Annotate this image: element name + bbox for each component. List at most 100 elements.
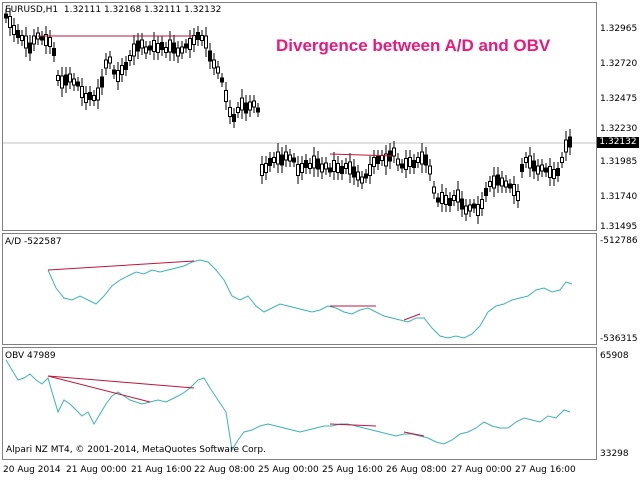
time-axis-label: 22 Aug 08:00 [194,465,255,475]
candle-body [380,155,384,161]
obv-axis-top: 65908 [600,351,629,361]
candle-body [428,165,432,175]
candle-body [288,154,292,162]
candle-body [352,166,356,178]
candle-body [464,205,468,215]
price-axis-label: 1.32475 [600,94,638,104]
candle-body [356,171,360,181]
candle-body [344,163,348,169]
candle-body [52,48,56,56]
candle-body [384,153,388,167]
candle-body [156,43,160,53]
candle-body [536,165,540,175]
candle-body [508,183,512,189]
ad-divergence-line [403,313,421,321]
price-axis-label: 1.32965 [600,24,638,34]
candle-body [492,175,496,189]
candle-body [116,70,120,82]
candle-body [504,180,508,188]
candle-body [80,86,84,98]
candle-body [240,97,244,111]
candle-body [468,204,472,212]
candle-body [164,47,168,53]
candle-body [496,174,500,186]
candle-body [220,77,224,83]
candle-body [168,39,172,53]
candle-body [440,192,444,204]
candle-body [292,157,296,163]
candle-body [28,42,32,54]
candle-body [100,76,104,88]
candle-body [76,81,80,87]
candle-body [332,160,336,172]
obv-title: OBV 47989 [5,351,56,361]
open-value: 1.32111 [63,5,102,15]
time-axis-label: 21 Aug 00:00 [66,465,127,475]
candle-body [196,32,200,40]
price-axis-label: 1.31495 [600,222,638,232]
obv-axis-bottom: 33298 [600,449,629,459]
low-value: 1.32111 [144,5,182,15]
candle-body [252,100,256,108]
candle-body [248,101,252,111]
time-axis-label: 27 Aug 00:00 [451,465,512,475]
candle-body [256,107,260,113]
candle-body [92,95,96,101]
candle-body [452,195,456,201]
candle-body [560,157,564,163]
candle-body [304,160,308,168]
candle-body [348,161,352,175]
candle-body [556,168,560,176]
time-axis-label: 20 Aug 2014 [3,465,61,475]
candle-body [280,154,284,166]
candle-body [524,157,528,163]
candle-body [300,163,304,173]
obv-indicator-pane[interactable] [2,347,597,460]
candle-body [512,184,516,196]
candle-body [44,34,48,46]
candle-body [88,92,92,100]
candle-body [148,45,152,51]
candle-body [472,203,476,209]
candle-body [104,59,108,69]
candle-body [420,151,424,165]
candle-body [564,139,568,153]
candle-body [424,154,428,166]
candle-body [328,167,332,173]
candle-body [56,75,60,81]
candle-body [488,181,492,187]
ad-indicator-pane[interactable] [2,233,597,345]
candle-body [132,43,136,57]
candle-body [336,163,340,173]
candle-body [20,35,24,41]
candle-body [136,40,140,52]
candle-body [484,188,488,196]
ad-title: A/D -522587 [5,237,62,247]
candle-body [212,59,216,69]
candle-body [272,157,276,163]
candle-body [532,160,536,172]
candle-body [236,107,240,113]
candle-body [308,163,312,169]
candle-body [376,156,380,164]
candle-body [108,56,112,64]
candle-body [128,55,132,61]
price-axis-label: 1.32720 [600,59,638,69]
candle-body [364,173,368,179]
candle-body [176,47,180,57]
candle-body [124,62,128,70]
divergence-annotation: Divergence between A/D and OBV [276,36,551,55]
candle-body [456,189,460,203]
candle-body [96,87,100,101]
candle-body [72,78,76,86]
time-axis-label: 25 Aug 16:00 [322,465,383,475]
ad-line [47,259,573,339]
candle-body [192,35,196,45]
obv-line [5,359,571,452]
current-price-tag: 1.32132 [597,137,639,148]
symbol-label: EURUSD,H1 [5,5,59,15]
candle-body [16,30,20,38]
candle-body [340,166,344,174]
